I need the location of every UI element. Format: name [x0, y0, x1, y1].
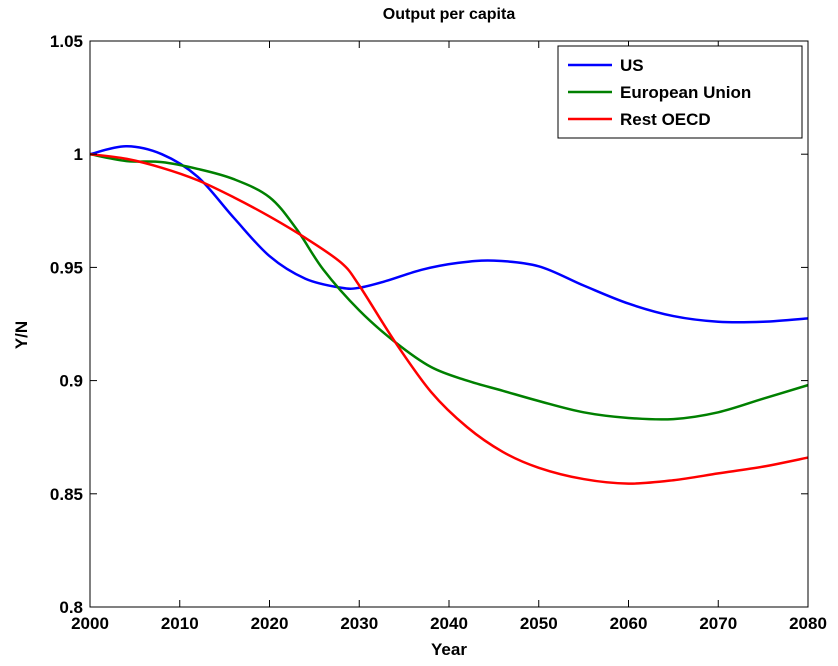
y-axis-ticks: 0.8 0.85 0.9 0.95 1 1.05: [50, 32, 808, 617]
legend-label-european-union: European Union: [620, 83, 751, 102]
y-tick-label: 0.9: [59, 372, 83, 391]
y-tick-label: 0.95: [50, 258, 83, 277]
x-axis-ticks: 2000 2010 2020 2030 2040 2050 2060 2070 2080: [71, 41, 827, 633]
x-tick-label: 2070: [699, 614, 737, 633]
y-tick-label: 1: [74, 145, 83, 164]
legend: US European Union Rest OECD: [557, 45, 803, 139]
series-line-rest-oecd: [89, 152, 809, 485]
chart-title: Output per capita: [383, 6, 516, 23]
series-line-us: [89, 145, 809, 324]
x-axis-label: Year: [431, 640, 467, 659]
x-tick-label: 2020: [251, 614, 289, 633]
y-tick-label: 1.05: [50, 32, 83, 51]
legend-label-rest-oecd: Rest OECD: [620, 110, 711, 129]
series-line-european-union: [89, 152, 809, 421]
x-tick-label: 2030: [340, 614, 378, 633]
x-tick-label: 2080: [789, 614, 827, 633]
legend-label-us: US: [620, 56, 644, 75]
x-tick-label: 2040: [430, 614, 468, 633]
y-tick-label: 0.8: [59, 598, 83, 617]
x-tick-label: 2000: [71, 614, 109, 633]
y-tick-label: 0.85: [50, 485, 83, 504]
series-layer: [89, 145, 809, 485]
x-tick-label: 2010: [161, 614, 199, 633]
y-axis-label: Y/N: [12, 321, 31, 349]
x-tick-label: 2050: [520, 614, 558, 633]
x-tick-label: 2060: [610, 614, 648, 633]
